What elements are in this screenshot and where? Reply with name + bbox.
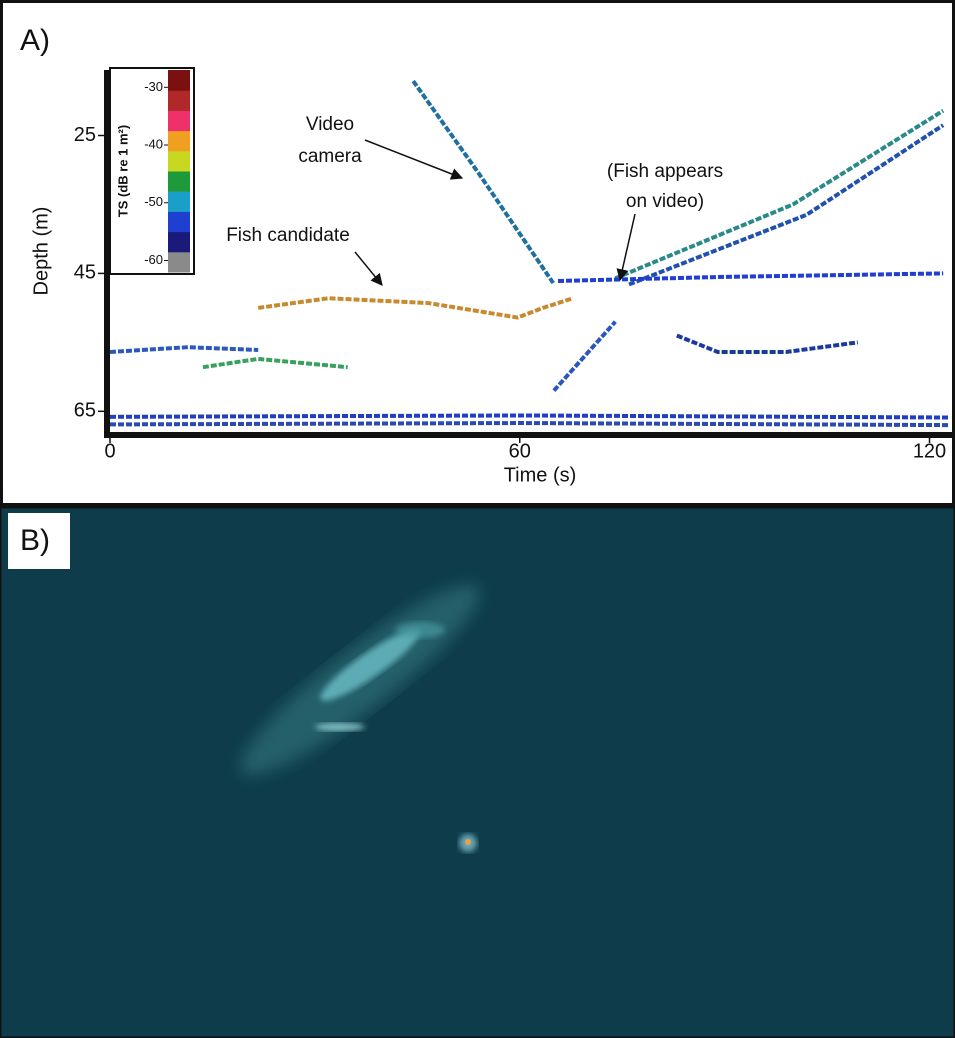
annotation: camera (298, 146, 362, 167)
annotation: Video (306, 114, 354, 135)
colorbar-tick-label: -30 (144, 79, 163, 94)
x-tick-label: 60 (509, 440, 531, 462)
fish-highlight (320, 629, 420, 701)
colorbar-segment (168, 70, 190, 91)
track (411, 79, 555, 285)
y-tick-label: 65 (74, 400, 96, 422)
photo: B) (0, 505, 955, 1038)
colorbar-tick-label: -60 (144, 252, 163, 267)
colorbar-segment (168, 231, 190, 253)
colorbar-segment (168, 130, 190, 152)
glow-core (465, 839, 471, 845)
arrow (616, 213, 636, 282)
colorbar-tick-label: -50 (144, 194, 163, 209)
track (676, 333, 859, 355)
track (257, 296, 574, 320)
y-tick-label: 45 (74, 262, 96, 284)
colorbar-segment (168, 211, 190, 233)
track (552, 320, 617, 392)
panel-label: A) (20, 24, 50, 57)
colorbar-tick-label: -40 (144, 136, 163, 151)
colorbar-segment (168, 90, 190, 111)
x-tick-label: 0 (104, 440, 115, 462)
track (614, 108, 945, 281)
colorbar-segment (168, 171, 190, 192)
annotation: (Fish appears (607, 161, 723, 182)
y-tick-label: 25 (74, 124, 96, 146)
colorbar-segment (168, 191, 190, 212)
fish-fin (315, 723, 365, 731)
x-tick-label: 120 (913, 440, 946, 462)
y-axis-title: Depth (m) (30, 207, 52, 296)
panel-label: B) (20, 524, 50, 557)
x-axis-title: Time (s) (504, 464, 577, 486)
arrow (364, 139, 464, 180)
track (202, 356, 348, 370)
track (110, 421, 951, 428)
annotation: Fish candidate (226, 225, 350, 246)
track (557, 271, 944, 283)
colorbar-segment (168, 110, 190, 132)
track (110, 413, 951, 420)
annotation: on video) (626, 191, 704, 212)
label-box (8, 513, 70, 569)
fish-fin (395, 622, 445, 638)
arrow (354, 251, 383, 286)
echogram (110, 79, 951, 428)
track (628, 123, 945, 287)
track (110, 345, 259, 355)
colorbar-label: TS (dB re 1 m²) (115, 125, 130, 217)
photo-background (0, 505, 955, 1038)
tracks (110, 79, 951, 428)
colorbar-segment (168, 251, 190, 273)
colorbar-segment (168, 150, 190, 172)
